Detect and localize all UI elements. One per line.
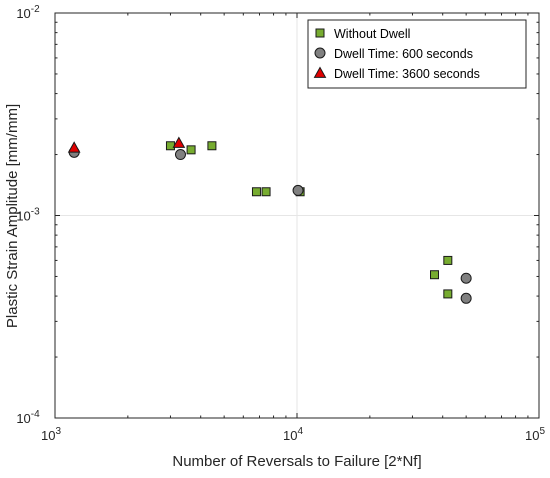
data-point-circle bbox=[460, 272, 472, 284]
y-tick-label: 10-4 bbox=[16, 409, 40, 426]
data-point-circle bbox=[174, 149, 186, 161]
data-point-square bbox=[261, 187, 271, 197]
y-axis-label: Plastic Strain Amplitude [mm/mm] bbox=[4, 104, 21, 328]
axis-ticks: 103 104 105 10-4 10-3 10-2 bbox=[16, 4, 545, 443]
legend: Without Dwell Dwell Time: 600 seconds Dw… bbox=[307, 19, 527, 89]
legend-marker-circle bbox=[314, 47, 326, 59]
x-tick-label: 103 bbox=[41, 426, 61, 443]
legend-marker-square bbox=[315, 28, 325, 38]
legend-label-dwell-3600: Dwell Time: 3600 seconds bbox=[334, 67, 480, 81]
data-point-square bbox=[207, 141, 217, 151]
data-point-square bbox=[165, 141, 175, 151]
data-point-square bbox=[430, 270, 440, 280]
data-point-triangle bbox=[172, 136, 186, 148]
data-point-square bbox=[443, 255, 453, 265]
x-tick-label: 104 bbox=[283, 426, 303, 443]
series-triangle bbox=[67, 136, 186, 153]
data-point-circle bbox=[460, 292, 472, 304]
data-point-square bbox=[443, 289, 453, 299]
data-point-square bbox=[251, 187, 261, 197]
legend-label-without-dwell: Without Dwell bbox=[334, 27, 410, 41]
data-point-circle bbox=[292, 184, 304, 196]
legend-label-dwell-600: Dwell Time: 600 seconds bbox=[334, 47, 473, 61]
legend-box bbox=[307, 19, 527, 89]
data-point-square bbox=[186, 145, 196, 155]
legend-markers bbox=[313, 28, 327, 78]
y-tick-label: 10-2 bbox=[16, 4, 40, 21]
data-markers bbox=[67, 136, 472, 304]
y-tick-label: 10-3 bbox=[16, 207, 40, 224]
legend-marker-triangle bbox=[313, 66, 327, 78]
x-tick-label: 105 bbox=[525, 426, 545, 443]
x-axis-label: Number of Reversals to Failure [2*Nf] bbox=[172, 453, 421, 470]
data-point-triangle bbox=[67, 141, 81, 153]
